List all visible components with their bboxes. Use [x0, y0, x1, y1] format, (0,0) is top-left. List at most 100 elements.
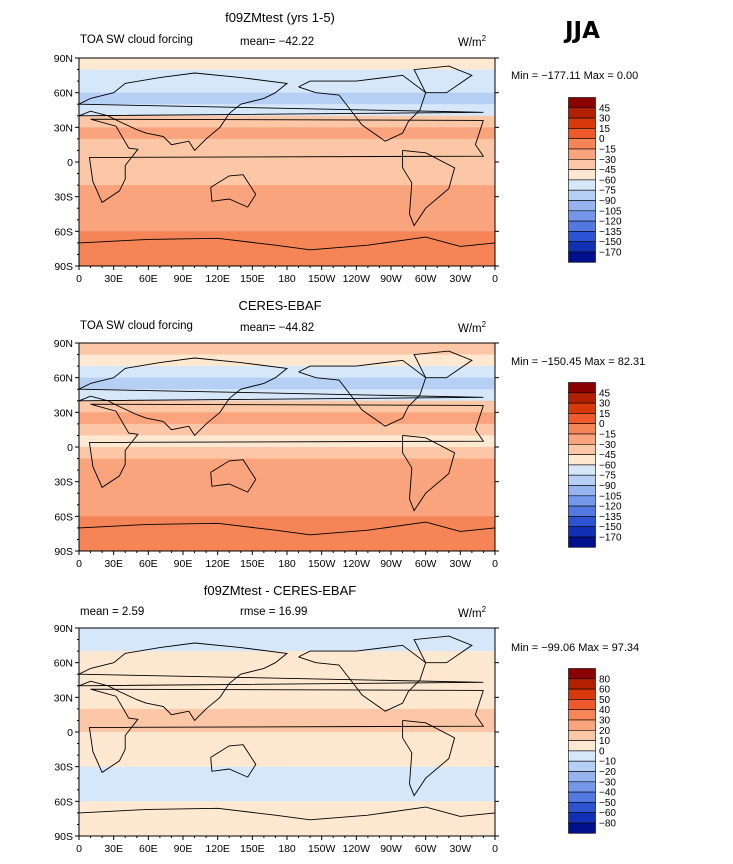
panel-2-variable-label: TOA SW cloud forcing	[80, 320, 193, 332]
coastline	[88, 403, 485, 489]
x-tick-label: 0	[76, 843, 82, 855]
y-tick-label: 0	[67, 727, 73, 739]
y-tick-label: 30N	[54, 122, 73, 134]
colorbar-swatch	[568, 474, 596, 486]
x-tick-label: 120W	[343, 558, 371, 570]
zonal-band	[79, 138, 495, 151]
colorbar-label: −60	[599, 808, 616, 819]
y-tick-label: 60N	[54, 658, 73, 670]
panel-3-mean: mean = 2.59	[80, 606, 145, 618]
y-tick-label: 60S	[54, 796, 73, 808]
coastline	[210, 174, 257, 208]
x-tick-label: 120E	[205, 558, 230, 570]
x-tick-label: 30W	[450, 273, 472, 285]
x-tick-label: 60W	[415, 558, 437, 570]
colorbar-swatch	[568, 220, 596, 232]
colorbar-swatch	[568, 505, 596, 517]
x-tick-label: 60E	[139, 558, 158, 570]
colorbar-swatch	[568, 169, 596, 181]
colorbar-label: −90	[599, 196, 616, 207]
panel-3-units: W/m2	[458, 605, 487, 620]
colorbar-swatch	[568, 668, 596, 680]
y-tick-label: 90S	[54, 261, 73, 273]
zonal-band	[79, 651, 495, 664]
zonal-band	[79, 481, 495, 494]
panel-3-x-axis: 0 30E 60E 90E 120E 150E 180 150W 120W 90W 60W 30W 0	[76, 836, 498, 855]
panel-3-field	[79, 628, 495, 837]
zonal-band	[79, 697, 495, 710]
panel-3-coastlines	[78, 635, 496, 821]
x-tick-label: 30W	[450, 843, 472, 855]
colorbar-swatch	[568, 241, 596, 253]
colorbar-swatch	[568, 117, 596, 129]
colorbar-label: 60	[599, 685, 611, 696]
x-tick-label: 0	[492, 273, 498, 285]
panel-1-colorbar: 45 30 15 0 −15 −30 −45 −60 −75 −90 −105 −120 −135 −15…	[568, 97, 648, 271]
colorbar-swatch	[568, 791, 596, 803]
y-tick-label: 30S	[54, 762, 73, 774]
panel-1-x-axis: 0 30E 60E 90E 120E 150E 180 150W 120W 90W 60W 30W 0	[76, 266, 498, 285]
zonal-band	[79, 812, 495, 825]
colorbar-swatch	[568, 729, 596, 741]
colorbar-swatch	[568, 158, 596, 170]
zonal-band	[79, 231, 495, 244]
panel-1-minmax: Min = −177.11 Max = 0.00	[511, 70, 639, 82]
colorbar-label: 20	[599, 726, 611, 737]
colorbar-label: −45	[599, 165, 616, 176]
coastline	[298, 359, 427, 427]
panel-3-rmse: rmse = 16.99	[240, 606, 308, 618]
colorbar-label: 80	[599, 674, 611, 685]
panel-2-y-axis: 90N 60N 30N 0 30S 60S 90S	[54, 338, 499, 558]
panel-2-units: W/m2	[458, 320, 487, 335]
zonal-band	[79, 685, 495, 698]
colorbar-swatch	[568, 402, 596, 414]
panel-1-coastlines	[78, 65, 496, 251]
y-tick-label: 30S	[54, 192, 73, 204]
coastline	[298, 644, 427, 712]
zonal-band	[79, 400, 495, 413]
colorbar-swatch	[568, 464, 596, 476]
zonal-band	[79, 162, 495, 175]
colorbar-label: −135	[599, 512, 622, 523]
zonal-band	[79, 766, 495, 779]
colorbar-label: 15	[599, 124, 611, 135]
colorbar-label: −105	[599, 491, 622, 502]
colorbar-label: 30	[599, 114, 611, 125]
x-tick-label: 180	[278, 843, 296, 855]
coastline	[402, 434, 456, 512]
colorbar-label: −50	[599, 798, 616, 809]
x-tick-label: 0	[492, 843, 498, 855]
y-tick-label: 0	[67, 157, 73, 169]
zonal-band	[79, 539, 495, 552]
x-tick-label: 120W	[343, 273, 371, 285]
coastline	[413, 350, 473, 379]
colorbar-label: −105	[599, 206, 622, 217]
zonal-band	[79, 708, 495, 721]
zonal-band	[79, 674, 495, 687]
colorbar-label: 0	[599, 746, 605, 757]
colorbar-swatch	[568, 760, 596, 772]
panel-1-mean: mean= −42.22	[240, 36, 315, 48]
panel-3-y-axis: 90N 60N 30N 0 30S 60S 90S	[54, 623, 499, 843]
zonal-band	[79, 127, 495, 140]
x-tick-label: 90E	[174, 843, 193, 855]
zonal-band	[79, 470, 495, 483]
colorbar-label: −15	[599, 430, 616, 441]
colorbar-label: −30	[599, 440, 616, 451]
colorbar-swatch	[568, 802, 596, 813]
coastline	[402, 149, 456, 227]
colorbar-swatch	[568, 719, 596, 731]
y-tick-label: 60N	[54, 88, 73, 100]
colorbar-swatch	[568, 179, 596, 191]
x-tick-label: 150E	[240, 558, 265, 570]
colorbar-label: −170	[599, 533, 622, 544]
zonal-band	[79, 628, 495, 641]
y-tick-label: 90N	[54, 623, 73, 635]
x-tick-label: 30E	[104, 558, 123, 570]
coastline	[88, 118, 485, 204]
colorbar-swatch	[568, 231, 596, 242]
coastline	[78, 236, 496, 251]
zonal-band	[79, 69, 495, 82]
x-tick-label: 180	[278, 273, 296, 285]
